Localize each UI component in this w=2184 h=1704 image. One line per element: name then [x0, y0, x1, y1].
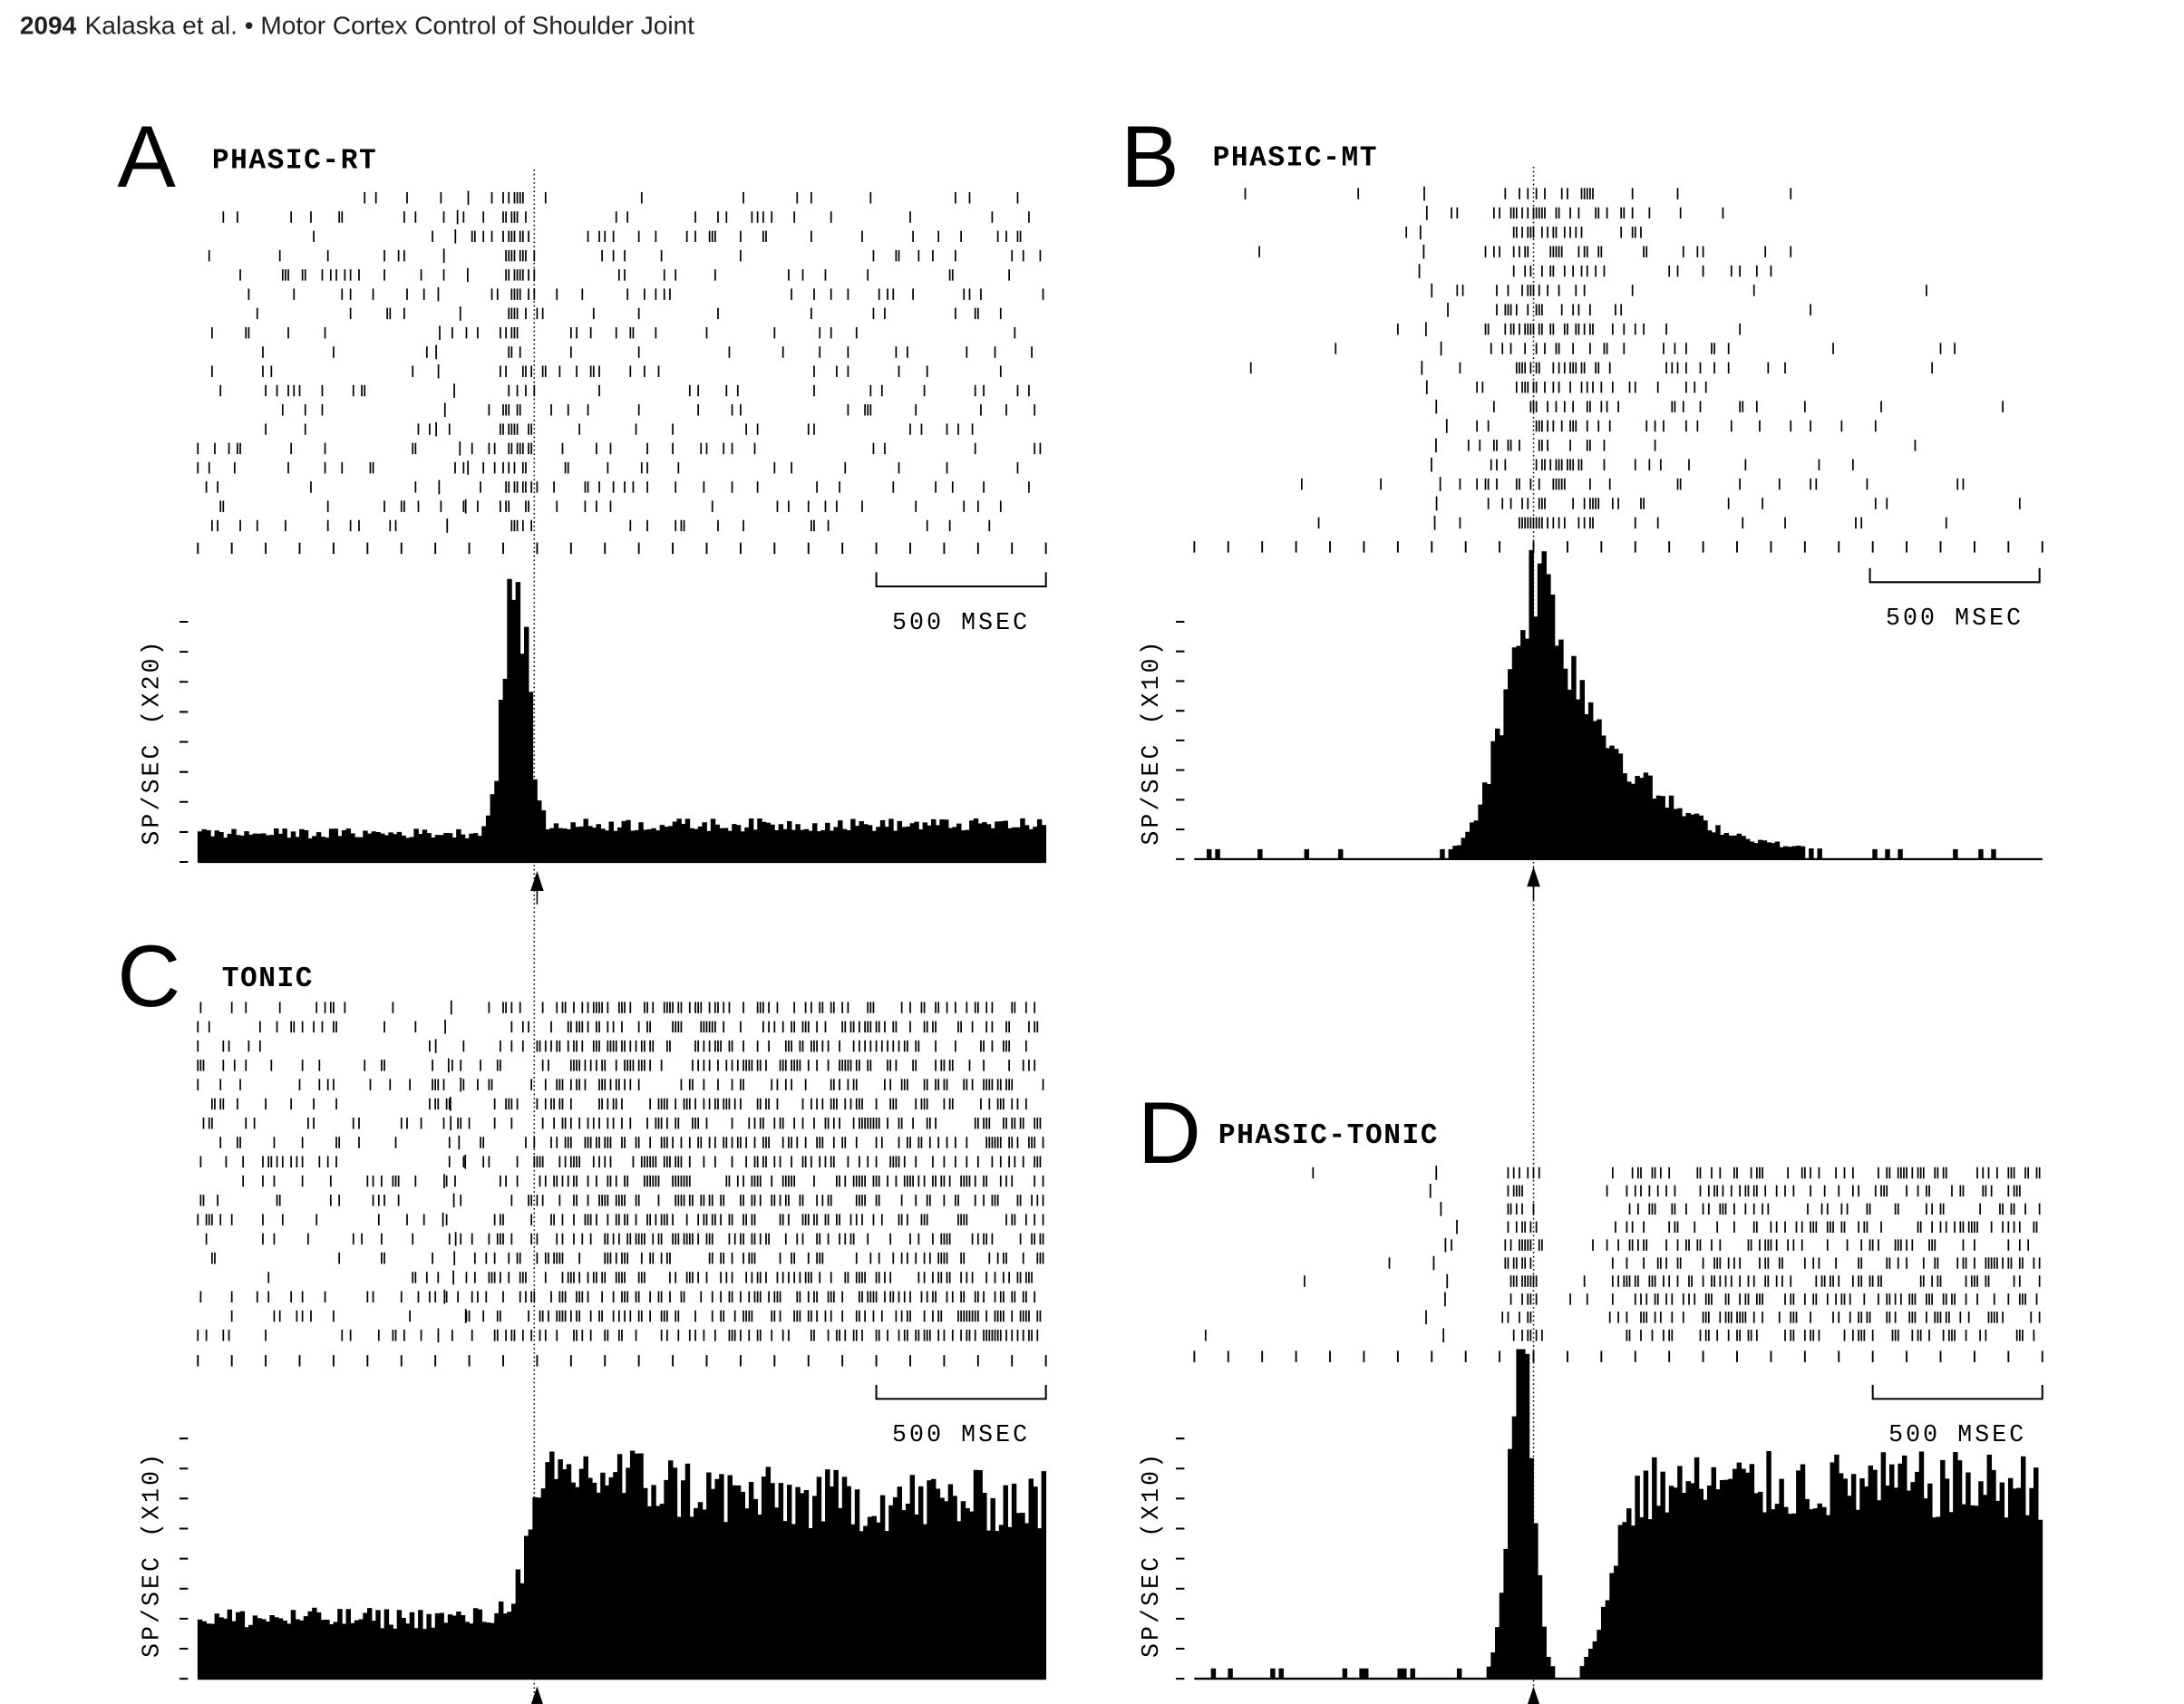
scale-bar [1871, 1384, 2043, 1400]
y-axis-ticks [1176, 620, 1185, 860]
scale-bar-label: 500 MSEC [1886, 605, 2024, 632]
event-arrow [530, 870, 544, 905]
panel-title: PHASIC-MT [1213, 142, 1378, 174]
time-ticks [197, 1355, 1047, 1367]
spike-raster [197, 190, 1044, 533]
time-ticks [197, 542, 1047, 555]
panel-title: PHASIC-RT [212, 146, 377, 178]
event-arrow [530, 1686, 543, 1704]
y-axis-label: SP/SEC (X10) [1138, 1451, 1165, 1658]
event-arrow [1527, 867, 1540, 901]
psth-histogram [197, 1450, 1047, 1680]
running-header: 2094 Kalaska et al. • Motor Cortex Contro… [20, 11, 694, 39]
figure-content: 2094 Kalaska et al. • Motor Cortex Contro… [20, 11, 2043, 1704]
time-ticks [1193, 1351, 2043, 1362]
scale-bar-label: 500 MSEC [892, 1421, 1030, 1448]
spike-raster [197, 1000, 1044, 1343]
panel-title: PHASIC-TONIC [1218, 1120, 1439, 1152]
scale-bar [1869, 567, 2041, 584]
y-axis-label: SP/SEC (X10) [1138, 638, 1165, 845]
panel-letter: C [117, 928, 180, 1025]
scale-bar-label: 500 MSEC [892, 609, 1030, 636]
y-axis-label: SP/SEC (X10) [139, 1451, 166, 1658]
y-axis-ticks [179, 1438, 189, 1680]
event-arrow [1528, 1686, 1540, 1704]
psth-histogram [1194, 549, 2043, 860]
page-number: 2094 [20, 11, 77, 39]
panel-letter: A [117, 109, 176, 206]
y-axis-ticks [179, 620, 189, 864]
psth-histogram [197, 578, 1047, 863]
scale-bar-label: 500 MSEC [1888, 1421, 2026, 1448]
y-axis-ticks [1176, 1438, 1185, 1680]
panel-letter: D [1138, 1085, 1201, 1182]
spike-raster [1204, 1166, 2041, 1343]
time-ticks [1193, 541, 2043, 553]
scale-bar [875, 572, 1047, 587]
y-axis-label: SP/SEC (X20) [139, 638, 166, 845]
scale-bar [875, 1384, 1047, 1400]
panel-letter: B [1121, 109, 1179, 206]
spike-raster [1244, 186, 2021, 530]
panel-title: TONIC [222, 963, 314, 995]
running-title: Kalaska et al. • Motor Cortex Control of… [85, 11, 695, 39]
